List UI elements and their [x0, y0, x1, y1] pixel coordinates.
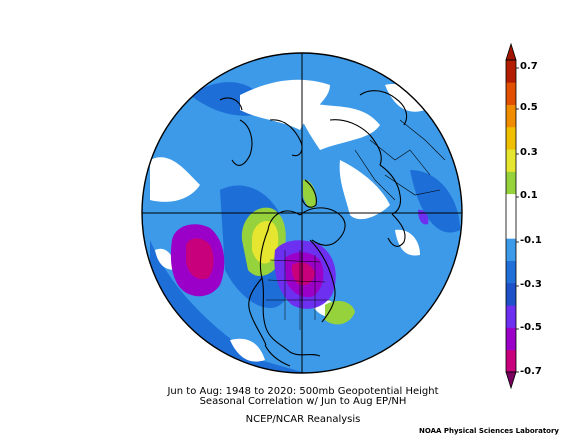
- colorbar-max-arrow: [505, 42, 517, 61]
- colorbar-segment: [506, 238, 516, 261]
- colorbar: [505, 42, 519, 390]
- colorbar-frame: [505, 59, 517, 373]
- colorbar-segment: [506, 126, 516, 150]
- colorbar-segment: [506, 60, 516, 83]
- colorbar-segment: [506, 349, 516, 373]
- colorbar-segment: [506, 305, 516, 328]
- map-border: [141, 52, 463, 374]
- colorbar-segment: [506, 82, 516, 105]
- credit: NOAA Physical Sciences Laboratory: [418, 427, 559, 435]
- colorbar-tick: 0.3: [520, 147, 538, 158]
- caption-line3: NCEP/NCAR Reanalysis: [245, 414, 361, 425]
- colorbar-segment: [506, 216, 516, 239]
- caption-line1: Jun to Aug: 1948 to 2020: 500mb Geopoten…: [167, 386, 439, 397]
- colorbar-segment: [506, 282, 516, 306]
- caption-line2: Seasonal Correlation w/ Jun to Aug EP/NH: [199, 396, 407, 407]
- colorbar-segment: [506, 327, 516, 351]
- coastlines: [219, 90, 408, 367]
- colorbar-tick: 0.7: [520, 61, 538, 72]
- colorbar-tick: -0.1: [520, 235, 542, 246]
- colorbar-tick: -0.7: [520, 366, 542, 377]
- colorbar-tick: -0.3: [520, 279, 542, 290]
- colorbar-tick: -0.5: [520, 322, 542, 333]
- colorbar-segment: [506, 260, 516, 284]
- colorbar-segment: [506, 104, 516, 128]
- colorbar-tick: 0.5: [520, 102, 538, 113]
- colorbar-segment: [506, 171, 516, 195]
- colorbar-tick: 0.1: [520, 190, 538, 201]
- colorbar-segment: [506, 149, 516, 172]
- colorbar-segment: [506, 193, 516, 217]
